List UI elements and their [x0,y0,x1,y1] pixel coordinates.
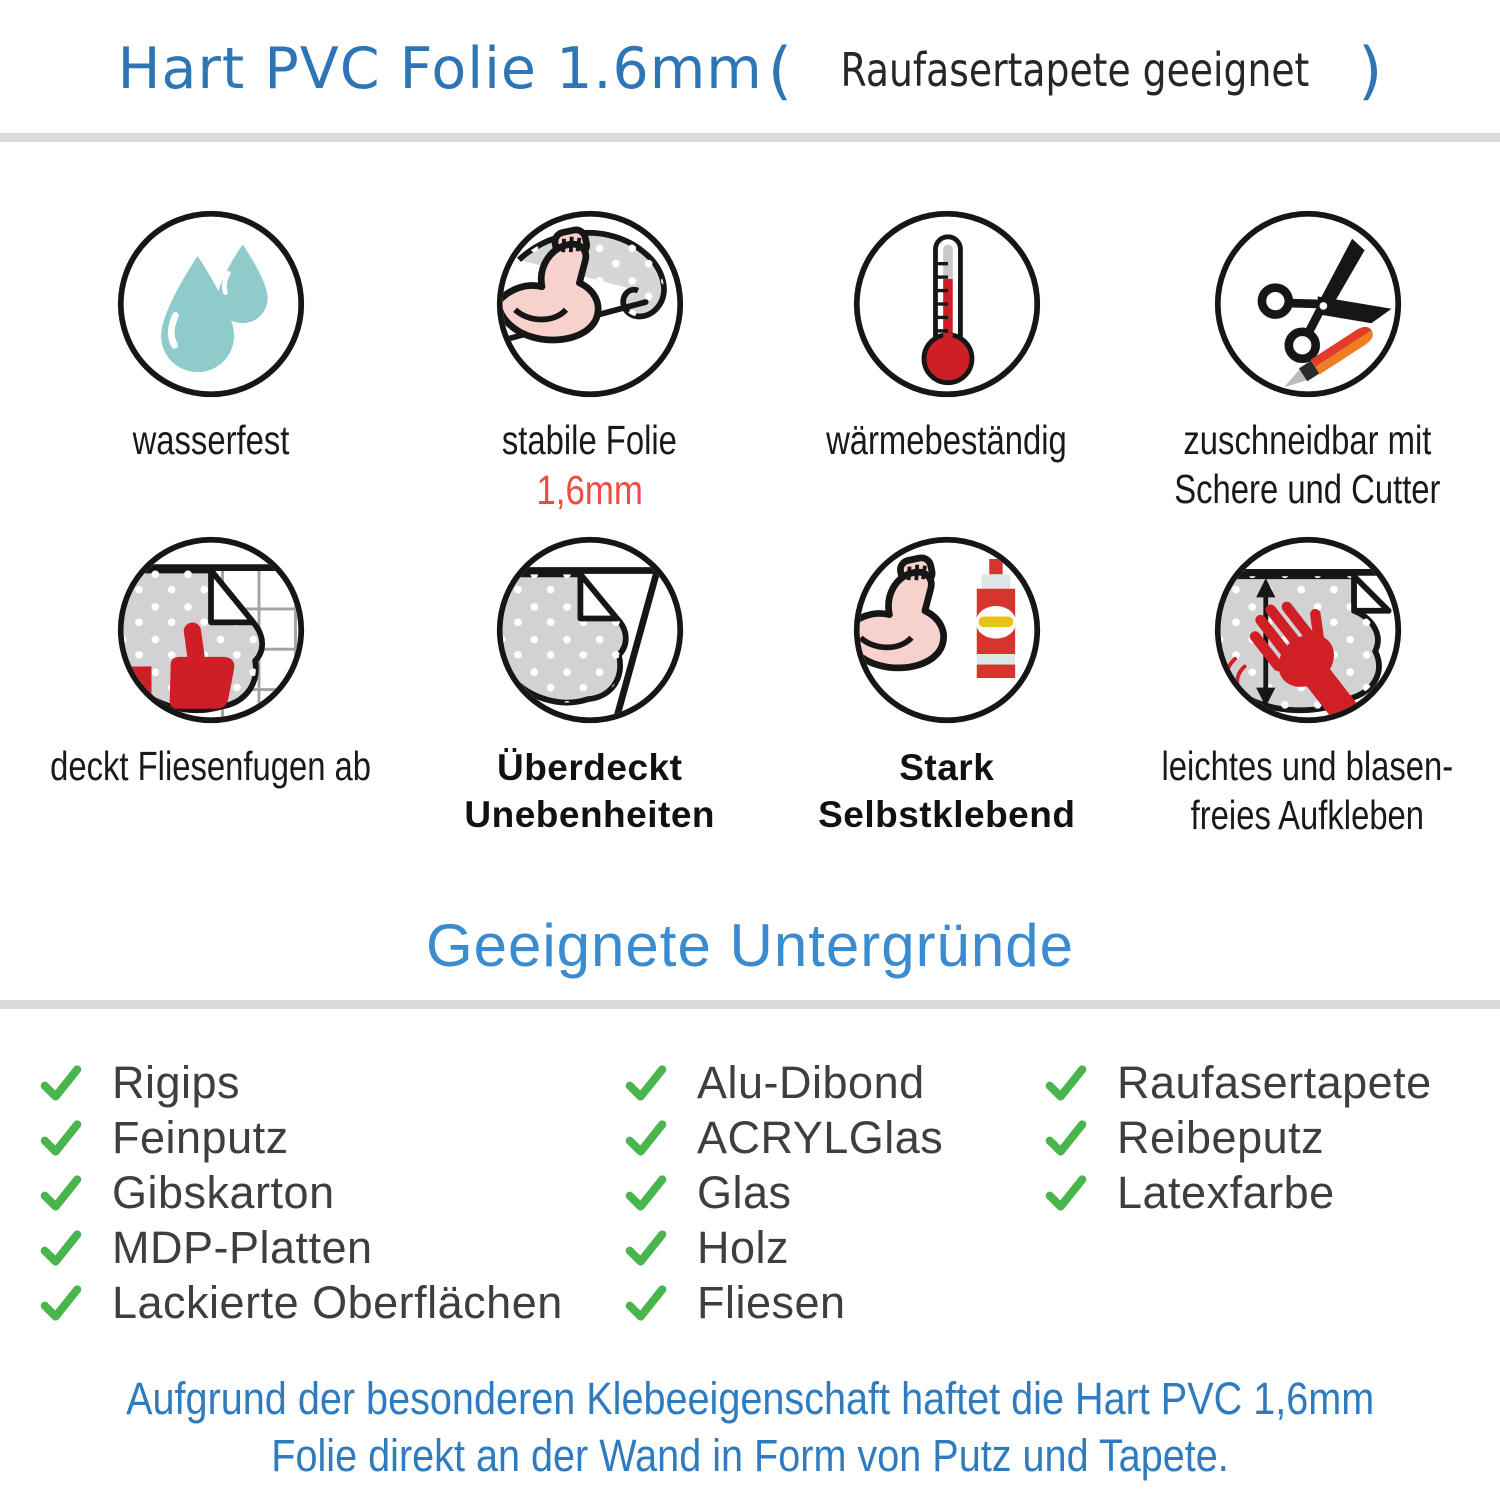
check-icon [40,1229,82,1266]
check-icon [1045,1174,1087,1211]
check-icon [1045,1119,1087,1156]
feature-label: stabile Folie [502,417,678,463]
title-main: Hart PVC Folie 1.6mm [117,36,763,102]
scissors-cutter-icon [1212,208,1404,400]
list-item: Gibskarton [38,1165,623,1220]
tile-joints-icon [115,534,307,726]
feature-label: zuschneidbar mit Schere und Cutter [1174,417,1441,512]
list-item: Fliesen [623,1275,1043,1330]
substrates-column-3: Raufasertapete Reibeputz Latexfarbe [1043,1055,1480,1330]
feature-label: Stark Selbstklebend [818,747,1076,835]
title-paren-close: ) [1358,34,1383,107]
footer-note: Aufgrund der besonderen Klebeeigenschaft… [0,1370,1500,1484]
feature-heat-resistant: wärmebeständig [768,208,1125,534]
substrate-label: MDP-Platten [112,1221,373,1273]
water-drops-icon [115,208,307,400]
feature-label: wärmebeständig [826,417,1068,463]
footer-line-2: Folie direkt an der Wand in Form von Put… [271,1430,1229,1481]
substrate-label: Lackierte Oberflächen [112,1276,563,1328]
feature-self-adhesive: Stark Selbstklebend [768,534,1125,840]
check-icon [40,1284,82,1321]
title-note: Raufasertapete geeignet [840,43,1310,97]
list-item: ACRYLGlas [623,1110,1043,1165]
substrate-label: Fliesen [697,1276,846,1328]
check-icon [40,1119,82,1156]
substrate-label: Feinputz [112,1111,289,1163]
check-icon [625,1064,667,1101]
feature-label: wasserfest [132,417,289,463]
check-icon [1045,1064,1087,1101]
list-item: Feinputz [38,1110,623,1165]
divider-top [0,133,1500,142]
feature-grid: wasserfest [0,208,1500,840]
check-icon [625,1229,667,1266]
page-title: Hart PVC Folie 1.6mm ( Raufasertapete ge… [0,0,1500,107]
substrate-label: Latexfarbe [1117,1166,1335,1218]
divider-middle [0,1000,1500,1009]
substrates-list: Rigips Feinputz Gibskarton MDP-Platten L… [0,1055,1500,1330]
self-adhesive-icon [851,534,1043,726]
list-item: MDP-Platten [38,1220,623,1275]
substrate-label: ACRYLGlas [697,1111,944,1163]
list-item: Latexfarbe [1043,1165,1480,1220]
footer-line-1: Aufgrund der besonderen Klebeeigenschaft… [125,1373,1375,1424]
feature-bubble-free: leichtes und blasen-freies Aufkleben [1125,534,1490,840]
feature-thickness-value: 1,6mm [536,467,643,513]
list-item: Lackierte Oberflächen [38,1275,623,1330]
substrate-label: Raufasertapete [1117,1056,1432,1108]
list-item: Holz [623,1220,1043,1275]
list-item: Alu-Dibond [623,1055,1043,1110]
feature-covers-tile-joints: deckt Fliesenfugen ab [10,534,411,840]
feature-stable-foil: stabile Folie 1,6mm [411,208,768,534]
feature-covers-unevenness: Überdeckt Unebenheiten [411,534,768,840]
list-item: Reibeputz [1043,1110,1480,1165]
substrate-label: Reibeputz [1117,1111,1325,1163]
list-item: Raufasertapete [1043,1055,1480,1110]
title-paren-open: ( [767,34,793,107]
substrate-label: Gibskarton [112,1166,335,1218]
bubble-free-icon [1212,534,1404,726]
feature-label: leichtes und blasen-freies Aufkleben [1161,743,1454,838]
check-icon [40,1064,82,1101]
list-item: Rigips [38,1055,623,1110]
check-icon [625,1284,667,1321]
thermometer-icon [851,208,1043,400]
feature-label: deckt Fliesenfugen ab [50,743,372,789]
check-icon [625,1174,667,1211]
feature-cuttable: zuschneidbar mit Schere und Cutter [1125,208,1490,534]
substrate-label: Holz [697,1221,790,1273]
feature-waterproof: wasserfest [10,208,411,534]
list-item: Glas [623,1165,1043,1220]
section-heading: Geeignete Untergründe [425,912,1075,979]
strong-foil-icon [494,208,686,400]
covers-unevenness-icon [494,534,686,726]
substrate-label: Glas [697,1166,792,1218]
check-icon [40,1174,82,1211]
substrate-label: Alu-Dibond [697,1056,925,1108]
feature-label: Überdeckt Unebenheiten [464,747,716,835]
substrates-column-1: Rigips Feinputz Gibskarton MDP-Platten L… [38,1055,623,1330]
substrate-label: Rigips [112,1056,241,1108]
substrates-column-2: Alu-Dibond ACRYLGlas Glas Holz Fliesen [623,1055,1043,1330]
check-icon [625,1119,667,1156]
